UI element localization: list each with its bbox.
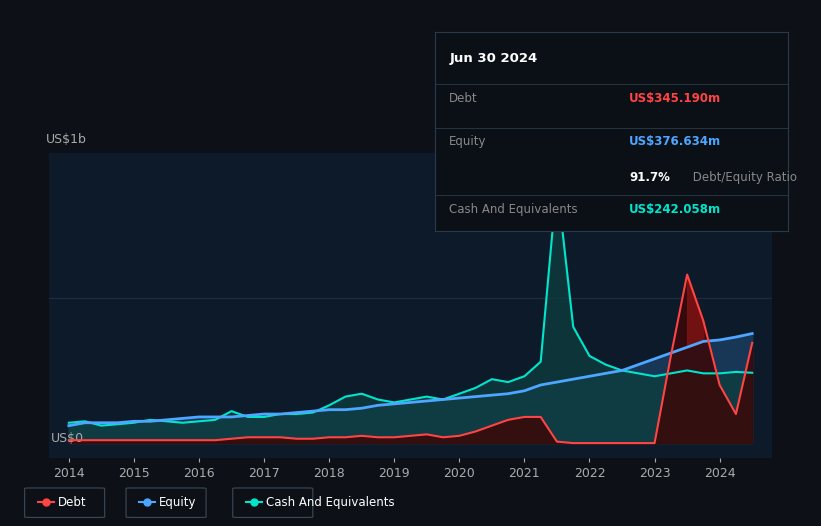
Text: Cash And Equivalents: Cash And Equivalents xyxy=(266,496,394,509)
Text: Equity: Equity xyxy=(449,136,487,148)
Text: US$242.058m: US$242.058m xyxy=(630,204,722,217)
Text: Equity: Equity xyxy=(159,496,196,509)
Text: Debt: Debt xyxy=(449,92,478,105)
Text: US$0: US$0 xyxy=(51,432,84,446)
Text: US$345.190m: US$345.190m xyxy=(630,92,722,105)
Text: Debt/Equity Ratio: Debt/Equity Ratio xyxy=(690,171,797,185)
Text: 91.7%: 91.7% xyxy=(630,171,670,185)
Text: Jun 30 2024: Jun 30 2024 xyxy=(449,52,538,65)
FancyBboxPatch shape xyxy=(25,488,105,518)
FancyBboxPatch shape xyxy=(233,488,313,518)
Text: US$376.634m: US$376.634m xyxy=(630,136,722,148)
FancyBboxPatch shape xyxy=(126,488,206,518)
Text: Debt: Debt xyxy=(57,496,86,509)
Text: Cash And Equivalents: Cash And Equivalents xyxy=(449,204,578,217)
Text: US$1b: US$1b xyxy=(46,134,86,146)
